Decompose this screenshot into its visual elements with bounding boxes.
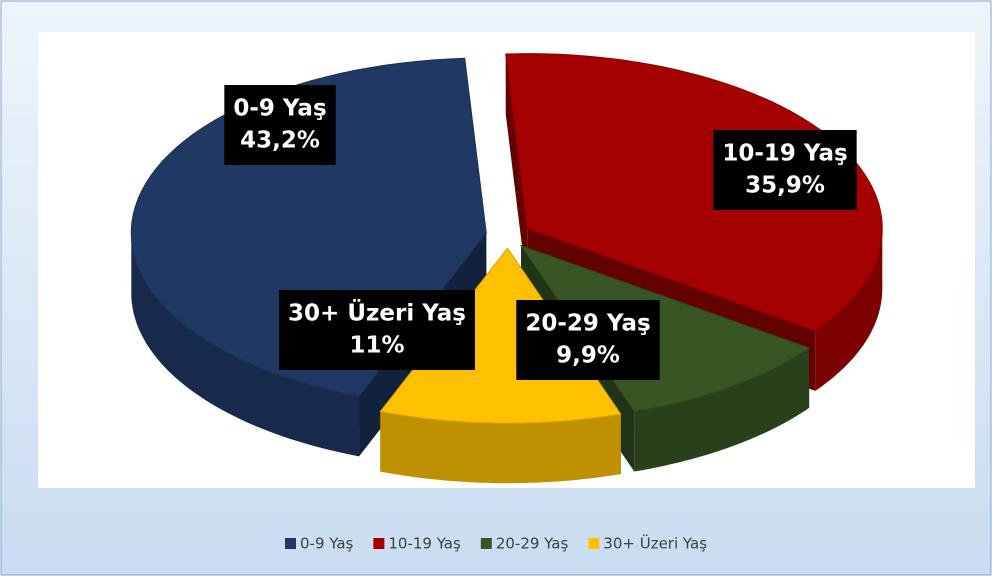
legend-label: 10-19 Yaş — [388, 535, 461, 553]
data-label-category: 0-9 Yaş — [233, 96, 326, 122]
legend-swatch — [284, 538, 296, 549]
data-label-box — [713, 130, 857, 210]
data-label-value: 11% — [349, 333, 404, 359]
data-label-category: 10-19 Yaş — [722, 141, 847, 167]
slice-rim — [380, 411, 621, 484]
data-label-box — [279, 290, 475, 370]
legend-label: 30+ Üzeri Yaş — [603, 534, 707, 553]
data-label: 20-29 Yaş 9,9% — [516, 300, 660, 380]
legend-item: 10-19 Yaş — [373, 535, 461, 553]
legend-swatch — [588, 538, 600, 549]
legend-swatch — [373, 538, 385, 549]
data-label-value: 9,9% — [556, 343, 620, 369]
legend-label: 0-9 Yaş — [300, 535, 354, 553]
data-label-box — [224, 85, 336, 165]
data-label-category: 30+ Üzeri Yaş — [288, 299, 466, 327]
legend-item: 30+ Üzeri Yaş — [588, 534, 707, 553]
slice — [519, 244, 811, 413]
data-labels: 0-9 Yaş 43,2% 10-19 Yaş 35,9% 20-29 Yaş 9,9% 3… — [224, 85, 857, 380]
data-label-value: 35,9% — [745, 173, 825, 199]
data-label: 10-19 Yaş 35,9% — [713, 130, 857, 210]
data-label-category: 20-29 Yaş — [525, 311, 650, 337]
data-label: 0-9 Yaş 43,2% — [224, 85, 336, 165]
legend-swatch — [480, 538, 492, 549]
legend-item: 0-9 Yaş — [284, 535, 354, 553]
data-label-box — [516, 300, 660, 380]
data-label-value: 43,2% — [240, 128, 320, 154]
legend: 0-9 Yaş 10-19 Yaş 20-29 Yaş 30+ Üzeri Yaş — [284, 534, 707, 553]
slice-rim — [131, 233, 359, 457]
legend-label: 20-29 Yaş — [496, 535, 569, 553]
data-label: 30+ Üzeri Yaş 11% — [279, 290, 475, 370]
slice-rim — [634, 347, 810, 472]
slice-side — [505, 54, 528, 289]
slice-rim — [815, 228, 883, 391]
legend-item: 20-29 Yaş — [480, 535, 569, 553]
